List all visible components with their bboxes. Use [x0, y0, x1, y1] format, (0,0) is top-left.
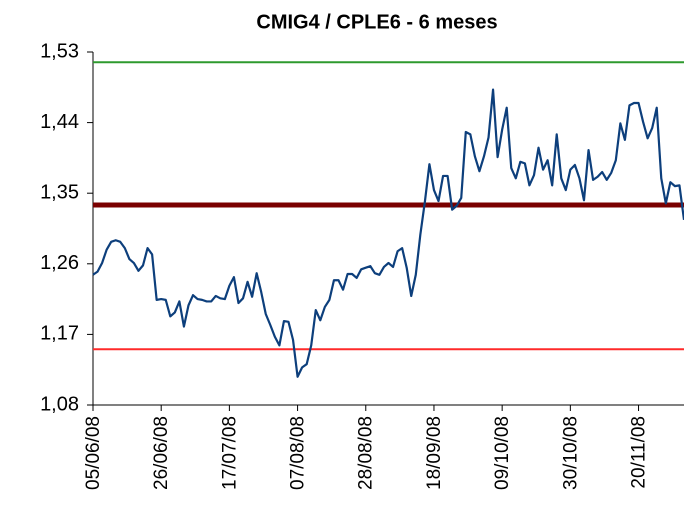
y-tick-label: 1,35 [40, 181, 79, 203]
x-tick-label: 20/11/08 [629, 416, 650, 489]
y-tick-label: 1,08 [40, 393, 79, 415]
x-tick-label: 28/08/08 [356, 416, 377, 490]
x-tick-label: 17/07/08 [219, 416, 240, 490]
y-tick-label: 1,53 [40, 40, 79, 62]
y-tick-label: 1,44 [40, 111, 79, 133]
x-tick-label: 09/10/08 [492, 416, 513, 490]
x-tick-label: 07/08/08 [288, 416, 309, 490]
y-tick-label: 1,17 [40, 323, 79, 345]
x-tick-label: 30/10/08 [560, 416, 581, 490]
x-tick-label: 26/06/08 [151, 416, 172, 490]
y-tick-label: 1,26 [40, 252, 79, 274]
data-line [92, 88, 684, 378]
x-tick-label: 05/06/08 [83, 416, 104, 490]
chart-title: CMIG4 / CPLE6 - 6 meses [256, 11, 497, 33]
x-tick-label: 18/09/08 [424, 416, 445, 490]
